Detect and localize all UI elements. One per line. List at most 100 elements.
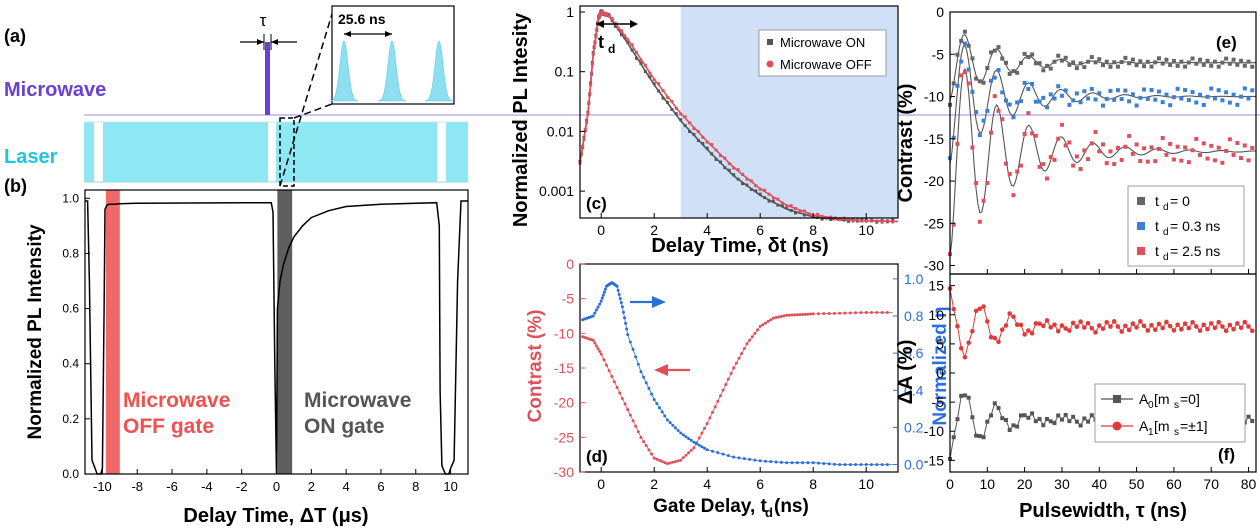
decay-point [657,89,661,93]
data-point-e [1041,68,1046,73]
decay-point [794,206,798,210]
data-point-e [1231,152,1236,157]
series-point-d [864,311,868,315]
data-point-e [1045,63,1050,68]
x-tick-label-f: 20 [1017,476,1033,492]
decay-point [635,56,639,60]
decay-point [780,204,784,208]
data-point-f [1246,324,1251,329]
x-tick-label-d: 10 [858,476,874,492]
data-point-e [1186,160,1191,165]
data-point-e [1246,96,1251,101]
decay-point [816,212,820,216]
decay-point [588,92,592,96]
data-point-e [1033,133,1038,138]
data-point-e [1078,100,1083,105]
decay-point [683,124,687,128]
y-axis-title-c: Normalized PL Intesity [510,12,532,227]
data-point-e [1074,66,1079,71]
data-point-f [981,435,986,440]
series-point-d [777,315,781,319]
series-point-d [668,461,672,465]
y-tick-label-f: 15 [928,278,944,294]
y-tick-label-c: 1 [566,4,574,20]
legend-t-e: t [1155,243,1159,259]
series-point-d [610,374,614,378]
data-point-e [1205,94,1210,99]
decay-point [591,52,595,56]
data-point-e [1000,90,1005,95]
data-point-f [1201,322,1207,328]
zoom-line-left [279,13,333,187]
data-point-e [1015,100,1020,105]
legend-sub-e: d [1163,202,1169,213]
series-point-d [603,287,607,291]
decay-point [736,177,740,181]
data-point-e [1074,154,1079,159]
data-point-e [1030,81,1035,86]
data-point-f [1141,323,1147,329]
series-point-d [748,338,752,342]
decay-point [829,215,833,219]
decay-point [688,121,692,125]
data-point-e [1246,158,1251,163]
series-point-d [655,457,659,461]
data-point-f [962,393,967,398]
data-point-f [1063,326,1068,331]
data-point-f [1205,326,1210,332]
legend-t-e: t [1155,218,1159,234]
series-point-d [811,312,815,316]
legend-box-c [758,29,887,77]
series-point-d [618,391,622,395]
data-point-f [1242,319,1248,325]
x-axis-title-d: Gate Delay, t [653,496,767,517]
series-point-d [779,460,783,464]
data-point-f [1145,328,1151,333]
microwave-label: Microwave [4,79,106,101]
decay-point [639,61,643,65]
series-point-d [875,311,879,315]
data-point-e [1104,96,1109,101]
data-point-e [1156,146,1161,151]
data-point-e [1212,59,1217,64]
data-point-e [1082,89,1087,94]
decay-point [749,187,753,191]
data-point-f [1022,413,1027,418]
decay-point [582,137,586,141]
data-point-e [1056,84,1061,89]
y-tick-label-e: 0 [936,4,944,20]
series-point-d [795,461,799,465]
data-point-e [1071,163,1076,168]
data-point-e [1007,102,1012,107]
decay-point [643,63,647,67]
data-point-f [1190,319,1195,325]
decay-point [741,172,745,176]
data-point-f [1011,423,1016,428]
data-point-e [1190,56,1195,61]
data-point-f [1227,322,1233,328]
data-point-e [962,29,967,34]
decay-point [595,27,599,31]
series-line-d0 [582,312,893,465]
data-point-e [992,94,997,99]
series-point-d [748,457,752,461]
data-point-e [1134,142,1139,147]
data-point-e [1119,97,1124,102]
series-point-d [695,442,699,446]
td-arrowhead-right [630,20,638,28]
y-tick-label-d-right: 0.2 [904,419,924,435]
data-point-e [1127,99,1132,104]
y-tick-label-b: 0.0 [62,467,79,481]
decay-point [718,154,722,158]
decay-point [864,217,868,221]
decay-point [705,140,709,144]
data-point-e [1123,144,1128,149]
data-point-f [1149,322,1154,328]
y-tick-label-d-left: -15 [554,360,574,376]
laser-block [446,122,468,182]
off-gate-label: Microwave [123,389,230,412]
data-point-e [1138,59,1143,64]
series-point-d [740,351,744,355]
data-point-e [1011,69,1016,74]
decay-point [780,201,784,205]
